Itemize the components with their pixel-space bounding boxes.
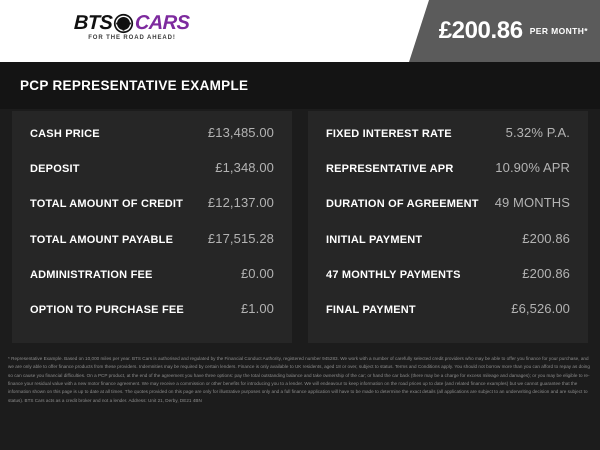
finance-row: FINAL PAYMENT £6,526.00 [326, 301, 570, 333]
brand-logo[interactable]: BTS CARS FOR THE ROAD AHEAD! [57, 12, 207, 42]
page-title: PCP REPRESENTATIVE EXAMPLE [20, 78, 249, 93]
finance-row: OPTION TO PURCHASE FEE £1.00 [30, 301, 274, 333]
finance-row-value: £12,137.00 [207, 195, 274, 211]
finance-row-value: 10.90% APR [495, 160, 570, 176]
finance-row: INITIAL PAYMENT £200.86 [326, 231, 570, 263]
finance-row: TOTAL AMOUNT OF CREDIT £12,137.00 [30, 195, 274, 227]
footer-disclaimer-block: * Representative Example. Based on 10,00… [0, 343, 600, 450]
finance-row-value: 49 MONTHS [494, 195, 570, 211]
finance-row-label: FIXED INTEREST RATE [326, 128, 452, 140]
finance-details: CASH PRICE £13,485.00 DEPOSIT £1,348.00 TOTA… [0, 109, 600, 343]
finance-row-value: £1.00 [240, 300, 274, 316]
finance-row-value: £17,515.28 [207, 230, 274, 246]
finance-row: CASH PRICE £13,485.00 [30, 125, 274, 157]
finance-row-value: £13,485.00 [207, 125, 274, 140]
finance-row: ADMINISTRATION FEE £0.00 [30, 266, 274, 298]
logo-text-cars: CARS [135, 11, 191, 34]
section-title-bar: PCP REPRESENTATIVE EXAMPLE [0, 62, 600, 109]
finance-row: REPRESENTATIVE APR 10.90% APR [326, 160, 570, 192]
monthly-price-amount: £200.86 [438, 17, 523, 44]
finance-row-value: £0.00 [240, 265, 274, 281]
logo-tagline: FOR THE ROAD AHEAD! [88, 35, 176, 41]
finance-panel-right: FIXED INTEREST RATE 5.32% P.A. REPRESENTAT… [308, 111, 588, 343]
finance-row-label: TOTAL AMOUNT OF CREDIT [30, 198, 184, 211]
finance-row-label: REPRESENTATIVE APR [326, 163, 454, 176]
disclaimer-text: * Representative Example. Based on 10,00… [8, 356, 590, 403]
finance-row-value: £200.86 [522, 265, 570, 281]
logo-wordmark: BTS CARS [57, 12, 207, 34]
finance-row-value: 5.32% P.A. [505, 125, 570, 140]
finance-row: DURATION OF AGREEMENT 49 MONTHS [326, 195, 570, 227]
logo-text-bts: BTS [73, 11, 113, 34]
finance-row-label: DURATION OF AGREEMENT [326, 198, 479, 211]
finance-row-label: 47 MONTHLY PAYMENTS [326, 268, 461, 281]
finance-row-value: £6,526.00 [511, 300, 570, 316]
finance-row: FIXED INTEREST RATE 5.32% P.A. [326, 125, 570, 157]
steering-wheel-icon [113, 13, 134, 34]
finance-row-label: FINAL PAYMENT [326, 303, 416, 316]
finance-row: TOTAL AMOUNT PAYABLE £17,515.28 [30, 231, 274, 263]
monthly-price-suffix: PER MONTH* [529, 25, 588, 36]
monthly-price-panel: £200.86 PER MONTH* [409, 0, 600, 62]
finance-row: 47 MONTHLY PAYMENTS £200.86 [326, 266, 570, 298]
finance-row-label: ADMINISTRATION FEE [30, 268, 153, 281]
finance-row-label: CASH PRICE [30, 128, 100, 140]
finance-row-label: DEPOSIT [30, 163, 80, 176]
finance-row-label: TOTAL AMOUNT PAYABLE [30, 233, 174, 246]
finance-row: DEPOSIT £1,348.00 [30, 160, 274, 192]
finance-panel-left: CASH PRICE £13,485.00 DEPOSIT £1,348.00 TOTA… [12, 111, 292, 343]
finance-row-value: £1,348.00 [215, 160, 274, 176]
page-header: BTS CARS FOR THE ROAD AHEAD! £200.86 PER… [0, 0, 600, 62]
finance-row-label: INITIAL PAYMENT [326, 233, 423, 246]
finance-row-value: £200.86 [522, 230, 570, 246]
finance-row-label: OPTION TO PURCHASE FEE [30, 303, 184, 316]
